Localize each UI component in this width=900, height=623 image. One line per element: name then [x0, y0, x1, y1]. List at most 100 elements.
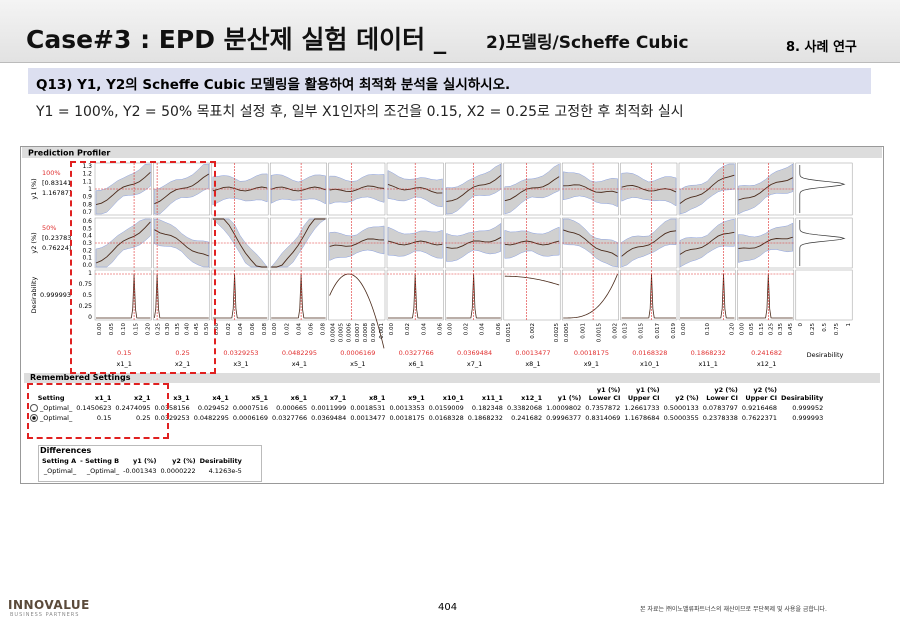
cell-text: 0.0159009 [428, 404, 464, 412]
row-label: y2 (%) [30, 232, 38, 253]
x-tick-label: 0.02 [464, 323, 470, 335]
y-tick-label: 0.9 [82, 194, 92, 201]
y-tick-label: 0.0 [82, 262, 92, 269]
cell: 1.1678684 [622, 413, 661, 423]
y-tick-label: 0.8 [82, 201, 92, 208]
radio[interactable] [30, 404, 38, 412]
factor-name: x9_1 [584, 360, 599, 368]
header-cell: y2 (%) Upper CI [745, 386, 778, 402]
header-cell: y2 (%) Lower CI [706, 386, 738, 402]
factor-name: x4_1 [292, 360, 307, 368]
question: Q13) Y1, Y2의 Scheffe Cubic 모델링을 활용하여 최적화… [36, 77, 511, 93]
x-tick-label: 0.0005 [339, 323, 345, 343]
cell-text: 0.999952 [792, 404, 824, 412]
confidence-band [212, 173, 268, 206]
factor-name: x6_1 [409, 360, 424, 368]
x-tick-label: 0 [798, 323, 804, 327]
cell [503, 269, 561, 321]
cell-text: 0.0018175 [389, 414, 425, 422]
x-tick-label: 0.0015 [596, 323, 602, 343]
x-tick-label: 0.017 [655, 323, 661, 339]
cell: 1.2661733 [622, 403, 661, 413]
cell-text: 4.1263e-5 [208, 467, 242, 475]
row: _Optimal_ _Optimal_ -0.001343 0.0000222 4.12… [40, 466, 244, 476]
cell-text: _Optimal_ [43, 467, 77, 475]
x-tick-label: 0.08 [262, 323, 268, 336]
curve [563, 273, 618, 319]
x-tick-label: 0.002 [530, 323, 536, 339]
desirability-fn [799, 165, 846, 213]
ci-high: 1.16787] [42, 189, 71, 197]
x-tick-label: 0.013 [623, 323, 629, 339]
cell-text: 0.9216468 [741, 404, 778, 412]
factor-value: 0.241682 [751, 349, 782, 357]
cell [678, 269, 736, 321]
cell-text: 0.7622371 [741, 414, 778, 422]
factor-value: 0.0013477 [515, 349, 550, 357]
cell [620, 269, 678, 321]
section-title: Differences [40, 446, 92, 455]
factor-value: 0.0482295 [282, 349, 317, 357]
x-tick-label: 0.10 [705, 323, 711, 336]
curve [96, 273, 151, 319]
curve [95, 171, 151, 206]
header-cell: y1 (%) [557, 394, 582, 402]
cell-text: 0.241682 [511, 414, 543, 422]
x-tick-label: 0.02 [226, 323, 232, 335]
cell: 0.3382068 [505, 403, 544, 413]
curve [504, 240, 560, 246]
x-tick-label: 0.0025 [554, 323, 560, 343]
cell-text: 0.000665 [276, 404, 308, 412]
cell-text: 0.1450623 [76, 404, 112, 412]
cell-text: 0.0168328 [428, 414, 464, 422]
y-tick-label: 1 [88, 270, 92, 277]
header-cell: x12_1 [521, 394, 543, 402]
radio[interactable] [30, 414, 38, 422]
cell: 0.2474095 [113, 403, 152, 413]
question-box [28, 68, 871, 94]
curve [679, 174, 735, 204]
x-tick-label: 0.0008 [363, 323, 369, 343]
cell: 0.0369484 [309, 413, 348, 423]
cell [269, 269, 327, 321]
differences-table: Setting A- Setting B y1 (%) y2 (%) Desirabi… [40, 456, 244, 476]
cell-text: 0.2474095 [115, 404, 151, 412]
x-tick-label: 0.00 [389, 323, 395, 336]
x-tick-label: 0.20 [145, 323, 151, 336]
cell-text: 0.0011999 [311, 404, 347, 412]
highlight-box [27, 383, 169, 439]
x-tick-label: 0.30 [165, 323, 171, 336]
curve [95, 221, 151, 264]
x-tick-label: 0.10 [121, 323, 127, 336]
curve [738, 273, 793, 319]
x-tick-label: 0.0009 [371, 323, 377, 343]
header-cell: y1 (%) Lower CI [588, 386, 621, 402]
y-tick-label: 0.25 [79, 303, 93, 310]
instruction: Y1 = 100%, Y2 = 50% 목표치 설정 후, 일부 X1인자의 조… [36, 104, 684, 120]
profiler-title: Prediction Profiler [28, 149, 110, 158]
header-cell: y1 (%) [133, 457, 157, 465]
x-tick-label: 0.06 [250, 323, 256, 336]
cell: 0.0018531 [348, 403, 387, 413]
highlight-box [70, 161, 216, 374]
cell: 0.0007516 [231, 403, 270, 413]
factor-name: x11_1 [698, 360, 718, 368]
curve [212, 273, 268, 319]
x-tick-label: 1 [846, 323, 852, 327]
x-tick-label: 0.40 [184, 323, 190, 336]
cell-text: 0.15 [96, 414, 112, 422]
cell-text: 0.0482295 [193, 414, 229, 422]
header-row: Setting A- Setting B y1 (%) y2 (%) Desirabi… [40, 456, 244, 466]
cell: 0.7357872 [583, 403, 622, 413]
page-number: 404 [438, 602, 458, 613]
x-tick-label: 0.00 [681, 323, 687, 336]
factor-name: x10_1 [640, 360, 660, 368]
title: Case#3 : EPD 분산제 실험 데이터 _ [26, 25, 447, 54]
x-tick-label: 0.0015 [506, 323, 512, 343]
cell-text: 0.0329253 [154, 414, 190, 422]
x-tick-label: 0.20 [729, 323, 735, 336]
cell-text: 0.029452 [197, 404, 229, 412]
curve [154, 273, 209, 319]
header-cell: x8_1 [368, 394, 386, 402]
cell: 0.0358156 [153, 403, 192, 413]
